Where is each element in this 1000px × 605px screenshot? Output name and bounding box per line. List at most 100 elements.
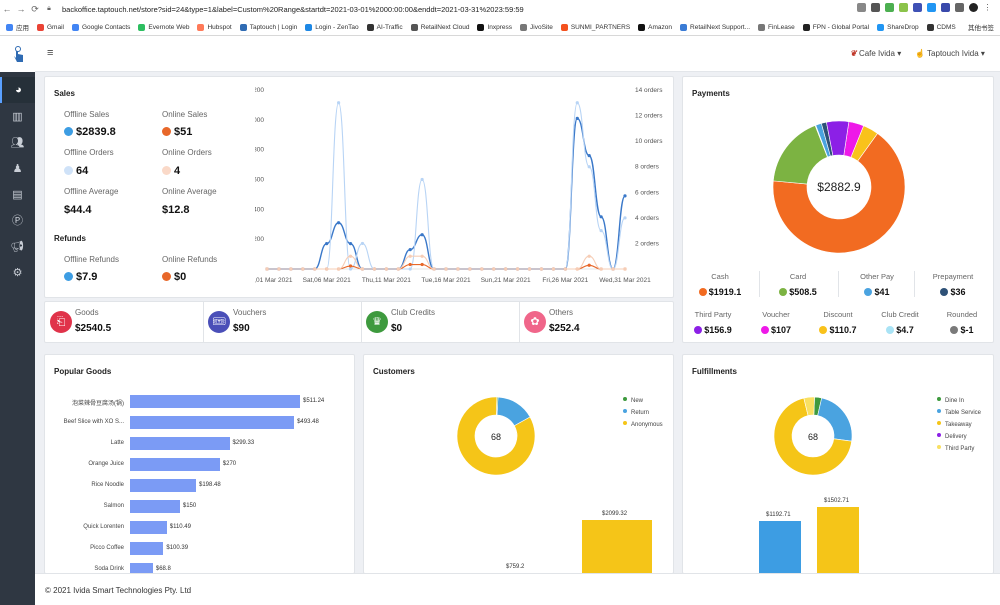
- forward-icon[interactable]: →: [16, 4, 26, 14]
- offline-refunds-label: Offline Refunds: [64, 255, 119, 264]
- sales-data-point: [420, 254, 424, 258]
- zoom-icon[interactable]: [857, 3, 866, 12]
- bookmark-item[interactable]: FinLease: [758, 23, 795, 31]
- bookmark-item[interactable]: ShareDrop: [877, 23, 919, 31]
- puzzle-icon[interactable]: [955, 3, 964, 12]
- bookmark-label: Taptouch | Login: [249, 23, 298, 31]
- footer: © 2021 Ivida Smart Technologies Pty. Ltd: [35, 573, 1000, 605]
- fulfillments-legend-item: Table Service: [937, 409, 981, 416]
- taptouch-logo[interactable]: [0, 36, 35, 72]
- bookmark-item[interactable]: RetailNext Support...: [680, 23, 750, 31]
- sales-data-point: [420, 177, 424, 182]
- bookmark-item[interactable]: Taptouch | Login: [239, 23, 298, 31]
- stat-icon: ✿: [524, 311, 546, 333]
- bookmark-item[interactable]: RetailNext Cloud: [410, 23, 469, 31]
- goods-value-label: $270: [222, 461, 237, 467]
- back-icon[interactable]: ←: [2, 4, 12, 14]
- goods-value-label: $299.33: [232, 440, 255, 446]
- marketing-icon[interactable]: 📢︎: [10, 240, 25, 253]
- promotions-icon[interactable]: Ⓟ: [12, 215, 23, 227]
- sales-data-point: [444, 267, 448, 271]
- browser-chrome: ← → ⟳ 🔒︎ backoffice.taptouch.net/store?s…: [0, 0, 1000, 36]
- payment-label: Rounded: [946, 310, 978, 319]
- settings-icon[interactable]: ⚙: [12, 266, 23, 279]
- x-tick-label: Mon,01 Mar 2021: [255, 277, 293, 284]
- customers-bar: [582, 520, 652, 573]
- stat-value: $252.4: [549, 323, 580, 334]
- payment-label: Discount: [823, 310, 853, 319]
- store-selector[interactable]: ❦ Cafe Ivida ▾: [850, 49, 902, 58]
- user-menu[interactable]: ☝ Taptouch Ivida ▾: [915, 49, 985, 58]
- bookmark-item[interactable]: FPN - Global Portal: [802, 23, 869, 31]
- legend-dot: [937, 409, 941, 413]
- staff-icon[interactable]: ♟: [12, 162, 23, 175]
- y-left-tick-label: $1200: [255, 87, 264, 94]
- avatar[interactable]: [969, 3, 978, 12]
- reports-icon[interactable]: ▥: [12, 110, 23, 123]
- evernote-icon[interactable]: [885, 3, 894, 12]
- translate-icon[interactable]: [927, 3, 936, 12]
- bookmark-item[interactable]: Google Contacts: [71, 23, 130, 31]
- fulfillments-bar: [817, 507, 859, 573]
- bookmark-icon: [758, 23, 766, 31]
- sales-data-point: [432, 267, 436, 271]
- legend-dot: [623, 397, 627, 401]
- bookmark-item[interactable]: Evernote Web: [138, 23, 189, 31]
- extension-icon[interactable]: [941, 3, 950, 12]
- stat-divider: [203, 302, 204, 342]
- bookmark-item[interactable]: Login - ZenTao: [305, 23, 359, 31]
- extension-icon[interactable]: [899, 3, 908, 12]
- payment-dot: [886, 326, 895, 334]
- stat-label: Club Credits: [391, 308, 436, 317]
- fulfillments-donut: 68: [773, 396, 853, 476]
- top-bar: ≡ ❦ Cafe Ivida ▾ ☝ Taptouch Ivida ▾: [35, 36, 1000, 72]
- bookmark-label: SUNMI_PARTNERS: [570, 23, 631, 31]
- bookmark-item[interactable]: Gmail: [37, 23, 64, 31]
- url-text[interactable]: backoffice.taptouch.net/store?sid=24&typ…: [62, 4, 524, 14]
- bookmark-item[interactable]: JivoSite: [520, 23, 553, 31]
- customers-icon[interactable]: 👥︎: [10, 136, 25, 149]
- bookmark-item[interactable]: Inxpress: [477, 23, 512, 31]
- online-average-label: Online Average: [162, 187, 217, 196]
- bookmark-item[interactable]: 应用: [6, 22, 29, 32]
- extension-icon[interactable]: [871, 3, 880, 12]
- y-left-tick-label: $800: [255, 147, 264, 154]
- sales-data-point: [587, 254, 591, 258]
- hamburger-menu-icon[interactable]: ≡: [47, 47, 54, 59]
- bookmark-item[interactable]: CDMS: [926, 23, 956, 31]
- legend-dot: [623, 421, 627, 425]
- stats-row: ⎗ Goods $2540.5 🎟︎ Vouchers $90 ♛ Club Credits $…: [44, 301, 674, 343]
- x-tick-label: Sat,06 Mar 2021: [303, 277, 351, 284]
- payment-value: $-1: [927, 325, 997, 335]
- payment-value: $107: [741, 325, 811, 335]
- menu-dots-icon[interactable]: ⋮: [983, 3, 992, 12]
- bookmark-item[interactable]: Hubspot: [197, 23, 232, 31]
- goods-category-label: Picco Coffee: [90, 545, 124, 551]
- stat-divider: [519, 302, 520, 342]
- bookmark-item[interactable]: SUNMI_PARTNERS: [560, 23, 631, 31]
- payment-value: $508.5: [763, 287, 833, 297]
- bookmark-item[interactable]: AI-Traffic: [366, 23, 403, 31]
- sales-data-point: [623, 267, 627, 271]
- bookmark-item[interactable]: Amazon: [638, 23, 672, 31]
- fulfillments-legend-item: Takeaway: [937, 421, 972, 428]
- reload-icon[interactable]: ⟳: [31, 3, 39, 14]
- address-bar[interactable]: ← → ⟳ 🔒︎ backoffice.taptouch.net/store?s…: [0, 0, 1000, 18]
- goods-value-label: $110.49: [169, 524, 191, 530]
- sales-data-point: [599, 267, 603, 271]
- popular-goods-card: Popular Goods 泡菜辣骨豆腐汤(锅) $511.24 Beef Slic…: [44, 354, 355, 576]
- payments-donut: $2882.9: [772, 120, 906, 254]
- sales-data-point: [360, 267, 365, 271]
- goods-value-label: $68.8: [155, 566, 171, 572]
- sales-card: Sales Offline Sales $2839.8 Online Sales…: [44, 76, 674, 298]
- goods-category-label: Latte: [110, 440, 124, 446]
- other-bookmarks[interactable]: 其他书签: [968, 25, 994, 32]
- bookmark-icon: [239, 23, 247, 31]
- extension-icon[interactable]: [913, 3, 922, 12]
- y-left-tick-label: $1000: [255, 117, 264, 124]
- dashboard-icon[interactable]: ◕: [0, 77, 35, 103]
- offline-average-label: Offline Average: [64, 187, 119, 196]
- catalog-icon[interactable]: ▤: [12, 188, 23, 201]
- online-orders-label: Online Orders: [162, 148, 212, 157]
- sales-data-point: [575, 267, 579, 271]
